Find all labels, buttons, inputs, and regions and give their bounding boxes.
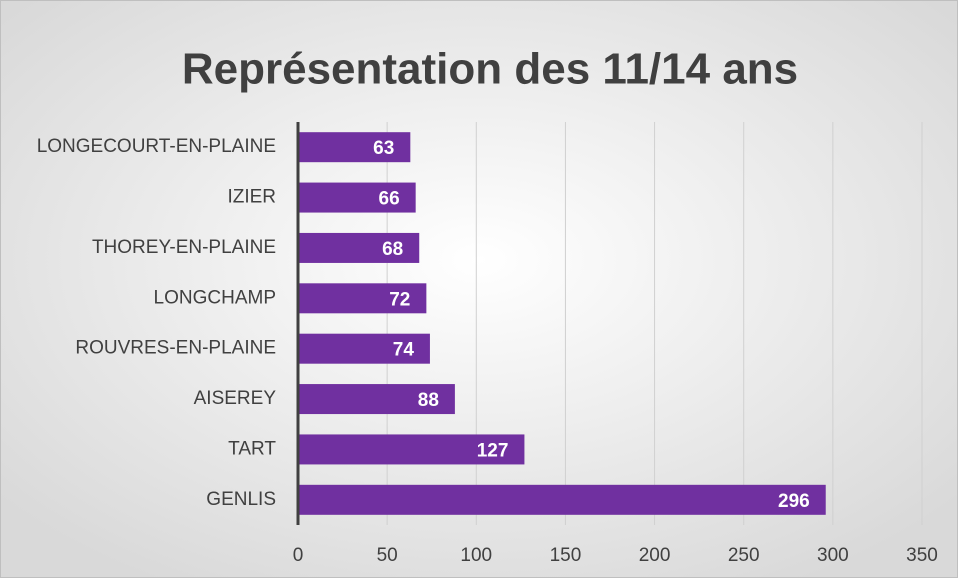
y-tick-label: LONGCHAMP — [154, 287, 276, 308]
bar — [298, 182, 416, 213]
chart-title: Représentation des 11/14 ans — [182, 45, 798, 94]
x-tick-label: 150 — [550, 545, 582, 566]
x-tick-label: 300 — [817, 545, 849, 566]
y-tick-label: ROUVRES-EN-PLAINE — [75, 338, 276, 359]
data-label: 127 — [477, 440, 509, 461]
x-tick-label: 0 — [293, 545, 304, 566]
x-tick-label: 350 — [906, 545, 938, 566]
y-tick-label: IZIER — [227, 187, 276, 208]
data-label: 68 — [382, 239, 403, 260]
y-tick-label: TART — [228, 438, 276, 459]
data-label: 66 — [379, 189, 400, 210]
y-tick-label: GENLIS — [206, 489, 276, 510]
y-tick-label: THOREY-EN-PLAINE — [92, 237, 276, 258]
y-tick-label: AISEREY — [194, 388, 277, 409]
x-tick-label: 50 — [377, 545, 398, 566]
bar — [298, 434, 525, 465]
bar — [298, 283, 427, 314]
bar — [298, 333, 430, 364]
bar — [298, 484, 826, 515]
bar — [298, 384, 455, 415]
bar — [298, 132, 411, 163]
x-tick-label: 100 — [460, 545, 492, 566]
data-label: 88 — [418, 390, 439, 411]
bar — [298, 232, 420, 263]
data-label: 63 — [373, 138, 394, 159]
y-tick-label: LONGECOURT-EN-PLAINE — [37, 136, 276, 157]
data-label: 296 — [778, 491, 810, 512]
x-tick-label: 250 — [728, 545, 760, 566]
data-label: 72 — [389, 289, 410, 310]
data-label: 74 — [393, 340, 415, 361]
x-tick-label: 200 — [639, 545, 671, 566]
